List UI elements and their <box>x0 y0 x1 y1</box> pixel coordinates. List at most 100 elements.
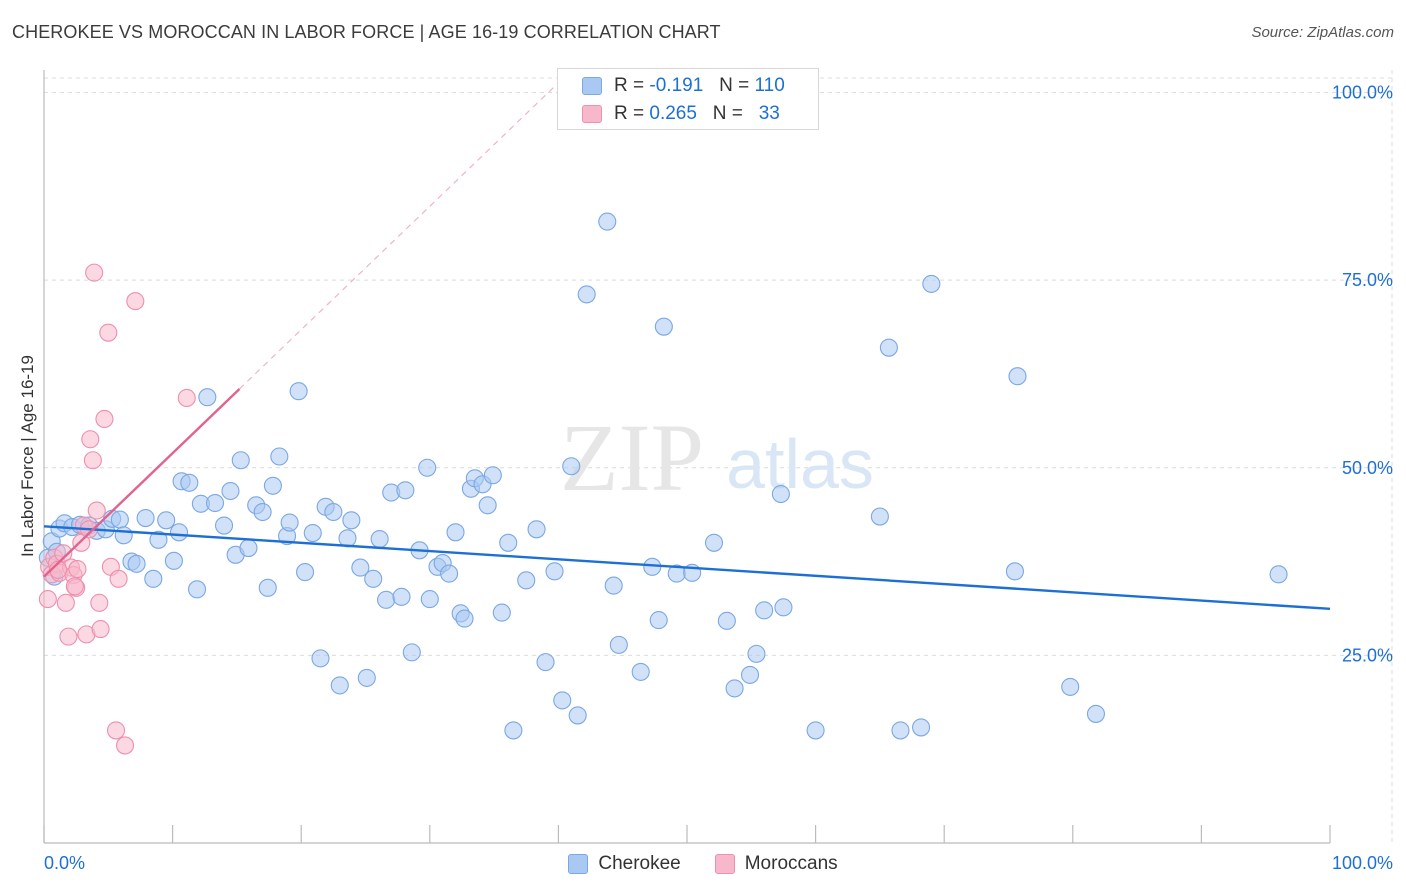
cherokee-point <box>377 590 396 609</box>
moroccan-point <box>72 533 91 552</box>
cherokee-point <box>774 598 793 617</box>
legend-label: Moroccans <box>744 853 838 874</box>
cherokee-point <box>740 665 760 684</box>
cherokee-point <box>504 721 523 740</box>
cherokee-point <box>253 502 272 522</box>
cherokee-point <box>1061 677 1080 696</box>
moroccan-point <box>59 627 78 646</box>
cherokee-point <box>364 569 383 588</box>
legend-item-cherokee[interactable]: Cherokee <box>568 853 681 875</box>
n-value: 110 <box>754 75 785 96</box>
cherokee-point <box>725 679 744 698</box>
cherokee-point <box>609 635 628 654</box>
cherokee-point <box>747 644 766 663</box>
cherokee-point <box>562 457 581 476</box>
cherokee-point <box>263 476 282 495</box>
cherokee-point <box>392 587 411 606</box>
cherokee-point <box>214 516 234 535</box>
moroccan-point <box>54 544 73 563</box>
stats-row-moroccan: R = 0.265 N = 33 <box>582 101 780 127</box>
cherokee-point <box>1008 367 1027 386</box>
cherokee-point <box>205 493 225 513</box>
cherokee-point <box>169 523 189 542</box>
legend: Cherokee Moroccans <box>0 850 1406 878</box>
cherokee-point <box>455 609 474 628</box>
cherokee-point <box>357 668 376 687</box>
moroccan-point <box>56 593 75 612</box>
y-tick-label: 25.0% <box>1342 645 1393 665</box>
moroccan-point <box>126 292 145 311</box>
moroccan-point <box>83 451 102 470</box>
moroccan-point <box>91 620 110 639</box>
cherokee-point <box>879 338 898 357</box>
cherokee-point <box>311 649 330 668</box>
cherokee-point <box>420 590 439 609</box>
cherokee-point <box>649 611 668 630</box>
cherokee-point <box>478 496 497 515</box>
moroccan-point <box>81 430 100 449</box>
y-tick-label: 100.0% <box>1332 83 1393 103</box>
cherokee-point <box>1269 565 1288 584</box>
tick-labels: 25.0% 50.0% 75.0% 100.0% 0.0% 100.0% <box>44 83 1393 873</box>
watermark-atlas: atlas <box>726 425 874 503</box>
moroccan-point <box>115 736 135 755</box>
cherokee-point <box>258 578 277 597</box>
cherokee-point <box>418 458 437 477</box>
cherokee-point <box>577 285 596 304</box>
moroccan-point <box>109 569 128 588</box>
legend-item-moroccans[interactable]: Moroccans <box>714 853 838 875</box>
moroccan-point <box>177 388 196 408</box>
moroccan-point <box>99 323 118 342</box>
cherokee-point <box>221 481 240 501</box>
n-label: N = <box>712 103 743 124</box>
moroccan-point <box>68 560 87 579</box>
cherokee-point <box>704 533 724 552</box>
cherokee-point <box>483 466 502 485</box>
cherokee-point <box>717 611 736 630</box>
cherokee-point <box>296 563 315 582</box>
cherokee-point <box>870 507 889 526</box>
moroccan-trend-extension <box>239 69 573 390</box>
y-axis-label: In Labor Force | Age 16-19 <box>18 355 37 557</box>
watermark-zip: ZIP <box>560 404 704 511</box>
moroccan-point <box>106 721 126 740</box>
cherokee-point <box>136 508 155 528</box>
cherokee-point <box>654 317 673 336</box>
n-value: 33 <box>758 103 780 124</box>
axes <box>43 70 1331 844</box>
r-value: 0.265 <box>649 103 697 124</box>
cherokee-point <box>771 484 790 504</box>
cherokee-point <box>330 676 349 695</box>
watermark: ZIP atlas <box>560 404 874 511</box>
moroccan-trend-line <box>43 388 241 578</box>
cherokee-point <box>440 564 459 583</box>
cherokee-point <box>342 511 361 530</box>
cherokee-point <box>891 721 910 740</box>
y-tick-label: 75.0% <box>1342 270 1393 290</box>
cherokee-point <box>536 653 555 672</box>
cherokee-point <box>239 539 258 558</box>
cherokee-point <box>187 580 207 599</box>
cherokee-point <box>446 523 465 542</box>
cherokee-point <box>114 526 133 545</box>
gridlines <box>44 70 1393 843</box>
cherokee-point <box>127 554 146 573</box>
cherokee-point <box>604 576 623 595</box>
cherokee-point <box>545 562 564 581</box>
cherokee-point <box>370 530 389 549</box>
legend-label: Cherokee <box>598 853 681 874</box>
x-tick-label: 0.0% <box>44 853 85 873</box>
moroccan-point <box>90 593 109 612</box>
cherokee-point <box>270 447 289 466</box>
moroccan-swatch <box>714 854 735 874</box>
cherokee-swatch <box>568 854 589 874</box>
cherokee-point <box>806 721 825 740</box>
cherokee-point <box>1086 704 1105 723</box>
cherokee-point <box>324 502 343 522</box>
cherokee-point <box>755 601 774 620</box>
cherokee-point <box>1005 562 1024 581</box>
cherokee-point <box>598 212 617 231</box>
cherokee-point <box>180 473 199 492</box>
cherokee-point <box>351 558 370 577</box>
cherokee-point <box>631 662 650 681</box>
